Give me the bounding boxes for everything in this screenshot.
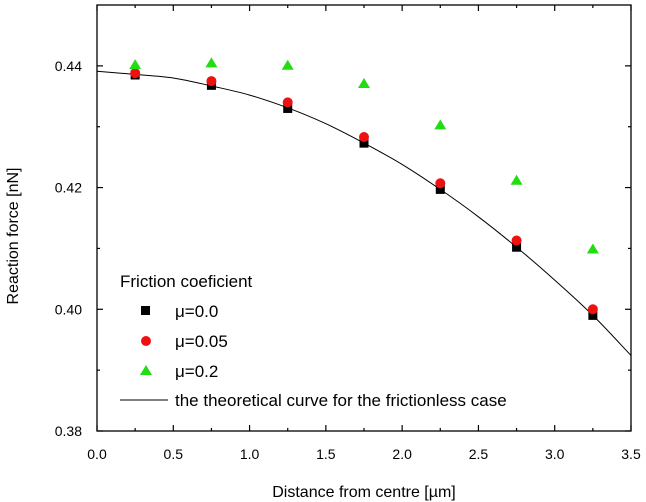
data-point-series-2 (281, 59, 294, 70)
y-tick-label: 0.44 (55, 58, 82, 74)
x-tick-label: 3.5 (621, 446, 641, 462)
data-point-series-2 (129, 59, 142, 70)
legend-label-mu-0-05: μ=0.05 (175, 332, 228, 351)
x-tick-label: 0.0 (87, 446, 107, 462)
y-tick-label: 0.40 (55, 301, 82, 317)
x-tick-label: 0.5 (164, 446, 184, 462)
data-point-series-2 (586, 243, 599, 254)
y-tick-label: 0.42 (55, 180, 82, 196)
x-axis-label: Distance from centre [µm] (272, 484, 456, 501)
data-point-series-2 (205, 57, 218, 68)
data-point-series-1 (359, 132, 369, 143)
data-point-series-0 (359, 138, 369, 148)
data-point-series-0 (512, 242, 522, 252)
data-point-series-1 (282, 97, 293, 108)
data-point-series-0 (435, 184, 445, 194)
legend-marker-mu-0-05 (141, 336, 151, 346)
legend: Friction coeficient μ=0.0 μ=0.05 μ=0.2 t… (120, 272, 507, 410)
y-axis-label: Reaction force [nN] (5, 168, 22, 305)
legend-marker-mu-0-2 (140, 365, 152, 375)
data-points (129, 57, 599, 320)
data-point-series-1 (206, 76, 217, 87)
data-point-series-2 (510, 174, 523, 185)
x-tick-label: 2.5 (469, 446, 489, 462)
data-point-series-1 (587, 304, 598, 315)
data-point-series-1 (130, 68, 141, 79)
data-point-series-0 (588, 310, 598, 320)
legend-marker-mu-0-0 (141, 306, 150, 315)
data-point-series-1 (511, 235, 522, 246)
x-tick-label: 3.0 (545, 446, 565, 462)
x-tick-label: 1.0 (240, 446, 260, 462)
legend-label-mu-0-2: μ=0.2 (175, 362, 218, 381)
tick-labels: 0.0 0.5 1.0 1.5 2.0 2.5 3.0 3.5 0.38 0.40 0.42 0.44 (55, 58, 641, 462)
data-point-series-1 (435, 178, 446, 189)
tick-marks (96, 5, 632, 432)
data-point-series-0 (283, 103, 293, 113)
x-tick-label: 2.0 (392, 446, 412, 462)
legend-title: Friction coeficient (120, 272, 253, 291)
legend-label-theoretical: the theoretical curve for the frictionle… (175, 391, 507, 410)
x-tick-label: 1.5 (316, 446, 336, 462)
data-point-series-2 (434, 119, 447, 130)
data-point-series-2 (358, 78, 370, 89)
legend-label-mu-0-0: μ=0.0 (175, 302, 218, 321)
y-tick-label: 0.38 (55, 423, 82, 439)
